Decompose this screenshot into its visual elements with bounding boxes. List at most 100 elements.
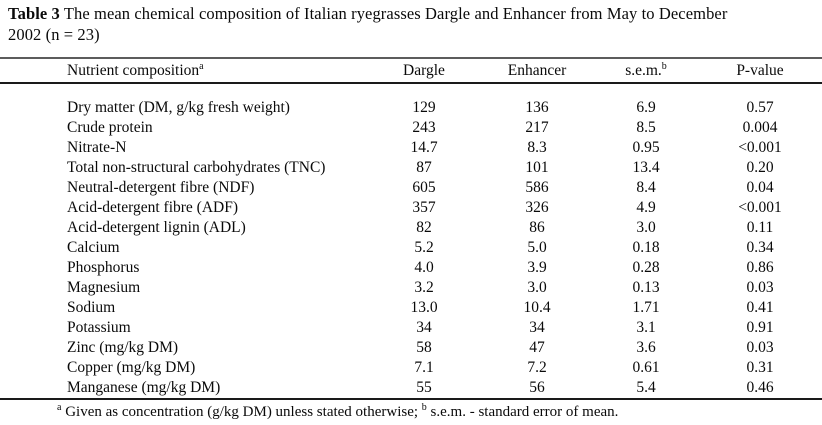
pvalue-cell: 0.03 xyxy=(746,279,774,296)
dargle-cell: 82 xyxy=(416,219,432,236)
column-header-nutrient: Nutrient compositiona xyxy=(0,58,368,84)
nutrient-cell: Calcium xyxy=(67,239,120,256)
sem-cell: 0.28 xyxy=(632,259,660,276)
pvalue-cell: 0.57 xyxy=(746,99,774,116)
sem-cell: 0.61 xyxy=(632,359,660,376)
dargle-cell: 605 xyxy=(412,179,436,196)
dargle-cell: 7.1 xyxy=(414,359,434,376)
footnote-marker-b: b xyxy=(661,60,667,72)
nutrient-cell: Phosphorus xyxy=(67,259,140,276)
column-header-enhancer: Enhancer xyxy=(480,58,594,84)
dargle-cell: 129 xyxy=(412,99,436,116)
sem-cell: 0.18 xyxy=(632,239,660,256)
sem-cell: 3.0 xyxy=(636,219,656,236)
pvalue-cell: 0.46 xyxy=(746,379,774,396)
column-header-sem: s.e.m.b xyxy=(594,58,698,84)
enhancer-cell: 136 xyxy=(525,99,549,116)
dargle-cell: 87 xyxy=(416,159,432,176)
footnote-marker-a: a xyxy=(57,402,62,413)
dargle-cell: 357 xyxy=(412,199,436,216)
nutrient-cell: Potassium xyxy=(67,319,131,336)
pvalue-cell: 0.86 xyxy=(746,259,774,276)
dargle-cell: 34 xyxy=(416,319,432,336)
pvalue-cell: <0.001 xyxy=(738,199,782,216)
pvalue-cell: 0.31 xyxy=(746,359,774,376)
nutrient-cell: Zinc (mg/kg DM) xyxy=(67,339,179,356)
sem-cell: 8.5 xyxy=(636,119,656,136)
enhancer-cell: 86 xyxy=(529,219,545,236)
header-row: Nutrient compositiona Dargle Enhancer s.… xyxy=(0,58,822,84)
table-footnote: a Given as concentration (g/kg DM) unles… xyxy=(57,403,822,421)
table-row: Nitrate-N 14.7 8.3 0.95 <0.001 xyxy=(0,138,822,158)
nutrient-cell: Dry matter (DM, g/kg fresh weight) xyxy=(67,99,290,116)
dargle-cell: 58 xyxy=(416,339,432,356)
dargle-cell: 13.0 xyxy=(410,299,438,316)
pvalue-cell: 0.20 xyxy=(746,159,774,176)
pvalue-cell: 0.04 xyxy=(746,179,774,196)
enhancer-cell: 217 xyxy=(525,119,549,136)
pvalue-cell: 0.03 xyxy=(746,339,774,356)
sem-cell: 3.6 xyxy=(636,339,656,356)
footnote-marker-b: b xyxy=(421,402,427,413)
table-row: Sodium 13.0 10.4 1.71 0.41 xyxy=(0,298,822,318)
table-row: Magnesium 3.2 3.0 0.13 0.03 xyxy=(0,278,822,298)
table-row: Total non-structural carbohydrates (TNC)… xyxy=(0,158,822,178)
table-row: Calcium 5.2 5.0 0.18 0.34 xyxy=(0,238,822,258)
pvalue-cell: 0.41 xyxy=(746,299,774,316)
table-row: Phosphorus 4.0 3.9 0.28 0.86 xyxy=(0,258,822,278)
sem-cell: 4.9 xyxy=(636,199,656,216)
enhancer-cell: 56 xyxy=(529,379,545,396)
nutrient-cell: Total non-structural carbohydrates (TNC) xyxy=(67,159,326,176)
enhancer-cell: 3.9 xyxy=(527,259,547,276)
table-caption-line1: The mean chemical composition of Italian… xyxy=(63,4,728,23)
table-row: Neutral-detergent fibre (NDF) 605 586 8.… xyxy=(0,178,822,198)
sem-cell: 3.1 xyxy=(636,319,656,336)
dargle-cell: 5.2 xyxy=(414,239,434,256)
enhancer-cell: 47 xyxy=(529,339,545,356)
nutrient-cell: Manganese (mg/kg DM) xyxy=(67,379,221,396)
nutrient-cell: Sodium xyxy=(67,299,116,316)
footnote-text-a: Given as concentration (g/kg DM) unless … xyxy=(61,404,422,420)
nutrient-cell: Acid-detergent fibre (ADF) xyxy=(67,199,239,216)
table-row: Crude protein 243 217 8.5 0.004 xyxy=(0,118,822,138)
table-row: Dry matter (DM, g/kg fresh weight) 129 1… xyxy=(0,83,822,118)
table-caption-line2: 2002 (n = 23) xyxy=(8,25,100,44)
sem-cell: 13.4 xyxy=(632,159,660,176)
nutrient-cell: Nitrate-N xyxy=(67,139,127,156)
sem-cell: 0.95 xyxy=(632,139,660,156)
pvalue-cell: <0.001 xyxy=(738,139,782,156)
enhancer-cell: 8.3 xyxy=(527,139,547,156)
enhancer-cell: 34 xyxy=(529,319,545,336)
table-row: Potassium 34 34 3.1 0.91 xyxy=(0,318,822,338)
table-body: Dry matter (DM, g/kg fresh weight) 129 1… xyxy=(0,83,822,399)
dargle-cell: 4.0 xyxy=(414,259,434,276)
pvalue-cell: 0.11 xyxy=(746,219,774,236)
sem-cell: 6.9 xyxy=(636,99,656,116)
nutrient-composition-table: Nutrient compositiona Dargle Enhancer s.… xyxy=(0,57,822,400)
pvalue-cell: 0.34 xyxy=(746,239,774,256)
column-header-pvalue: P-value xyxy=(698,58,822,84)
table-header: Nutrient compositiona Dargle Enhancer s.… xyxy=(0,58,822,84)
dargle-cell: 243 xyxy=(412,119,436,136)
dargle-cell: 55 xyxy=(416,379,432,396)
nutrient-cell: Crude protein xyxy=(67,119,153,136)
nutrient-cell: Neutral-detergent fibre (NDF) xyxy=(67,179,255,196)
column-header-dargle: Dargle xyxy=(368,58,480,84)
dargle-cell: 3.2 xyxy=(414,279,434,296)
sem-cell: 0.13 xyxy=(632,279,660,296)
table-row: Manganese (mg/kg DM) 55 56 5.4 0.46 xyxy=(0,378,822,399)
sem-cell: 1.71 xyxy=(632,299,660,316)
enhancer-cell: 101 xyxy=(525,159,549,176)
enhancer-cell: 10.4 xyxy=(523,299,551,316)
table-row: Copper (mg/kg DM) 7.1 7.2 0.61 0.31 xyxy=(0,358,822,378)
table-row: Acid-detergent lignin (ADL) 82 86 3.0 0.… xyxy=(0,218,822,238)
pvalue-cell: 0.91 xyxy=(746,319,774,336)
table-caption: Table 3 The mean chemical composition of… xyxy=(8,3,814,45)
enhancer-cell: 5.0 xyxy=(527,239,547,256)
nutrient-cell: Magnesium xyxy=(67,279,141,296)
sem-cell: 5.4 xyxy=(636,379,656,396)
sem-cell: 8.4 xyxy=(636,179,656,196)
pvalue-cell: 0.004 xyxy=(742,119,778,136)
table-row: Acid-detergent fibre (ADF) 357 326 4.9 <… xyxy=(0,198,822,218)
enhancer-cell: 3.0 xyxy=(527,279,547,296)
